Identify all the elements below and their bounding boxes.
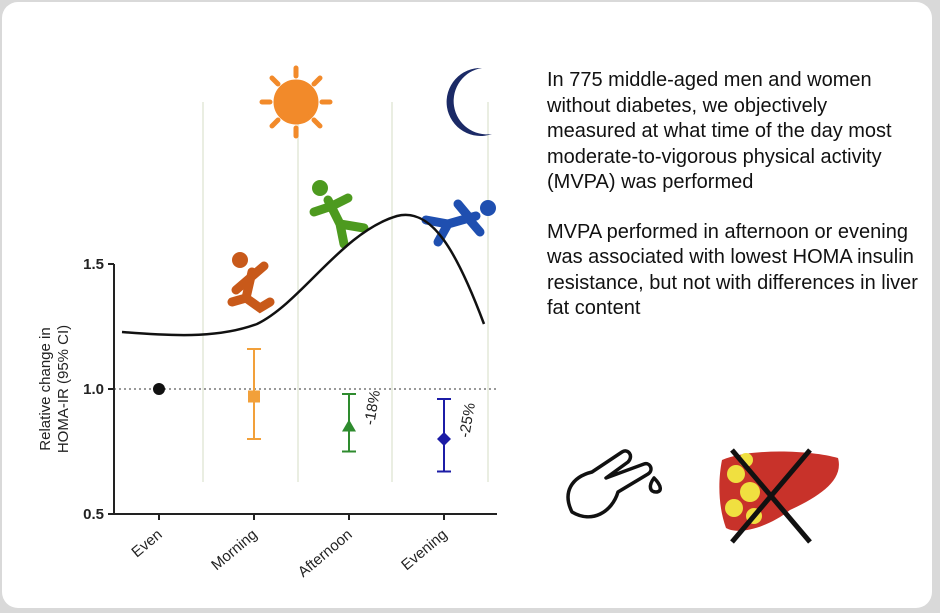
sun [262, 68, 330, 136]
annotation: -18% [361, 389, 384, 426]
annotation: -25% [456, 401, 479, 438]
moon [447, 68, 492, 136]
y-tick-label: 1.0 [83, 381, 104, 398]
point [342, 420, 356, 432]
point [153, 383, 165, 395]
point [437, 432, 451, 446]
liver [719, 450, 839, 542]
y-axis-label: Relative change in [37, 327, 54, 450]
y-tick-label: 1.5 [83, 256, 104, 273]
y-axis-label: HOMA-IR (95% CI) [55, 325, 72, 453]
paragraph: In 775 middle-aged men and women without… [547, 68, 919, 196]
x-tick-label: Morning [208, 526, 260, 574]
x-tick-label: Afternoon [295, 526, 356, 581]
paragraph: MVPA performed in afternoon or evening w… [547, 220, 919, 322]
point [248, 391, 260, 403]
x-tick-label: Even [128, 526, 165, 561]
y-tick-label: 0.5 [83, 506, 104, 523]
summary-text: In 775 middle-aged men and women without… [547, 68, 919, 346]
runner-afternoon [312, 180, 364, 244]
runner-evening [426, 200, 496, 242]
decor [568, 451, 660, 517]
activity-curve [122, 215, 484, 335]
runner-morning [232, 252, 270, 308]
x-tick-label: Evening [398, 526, 450, 574]
